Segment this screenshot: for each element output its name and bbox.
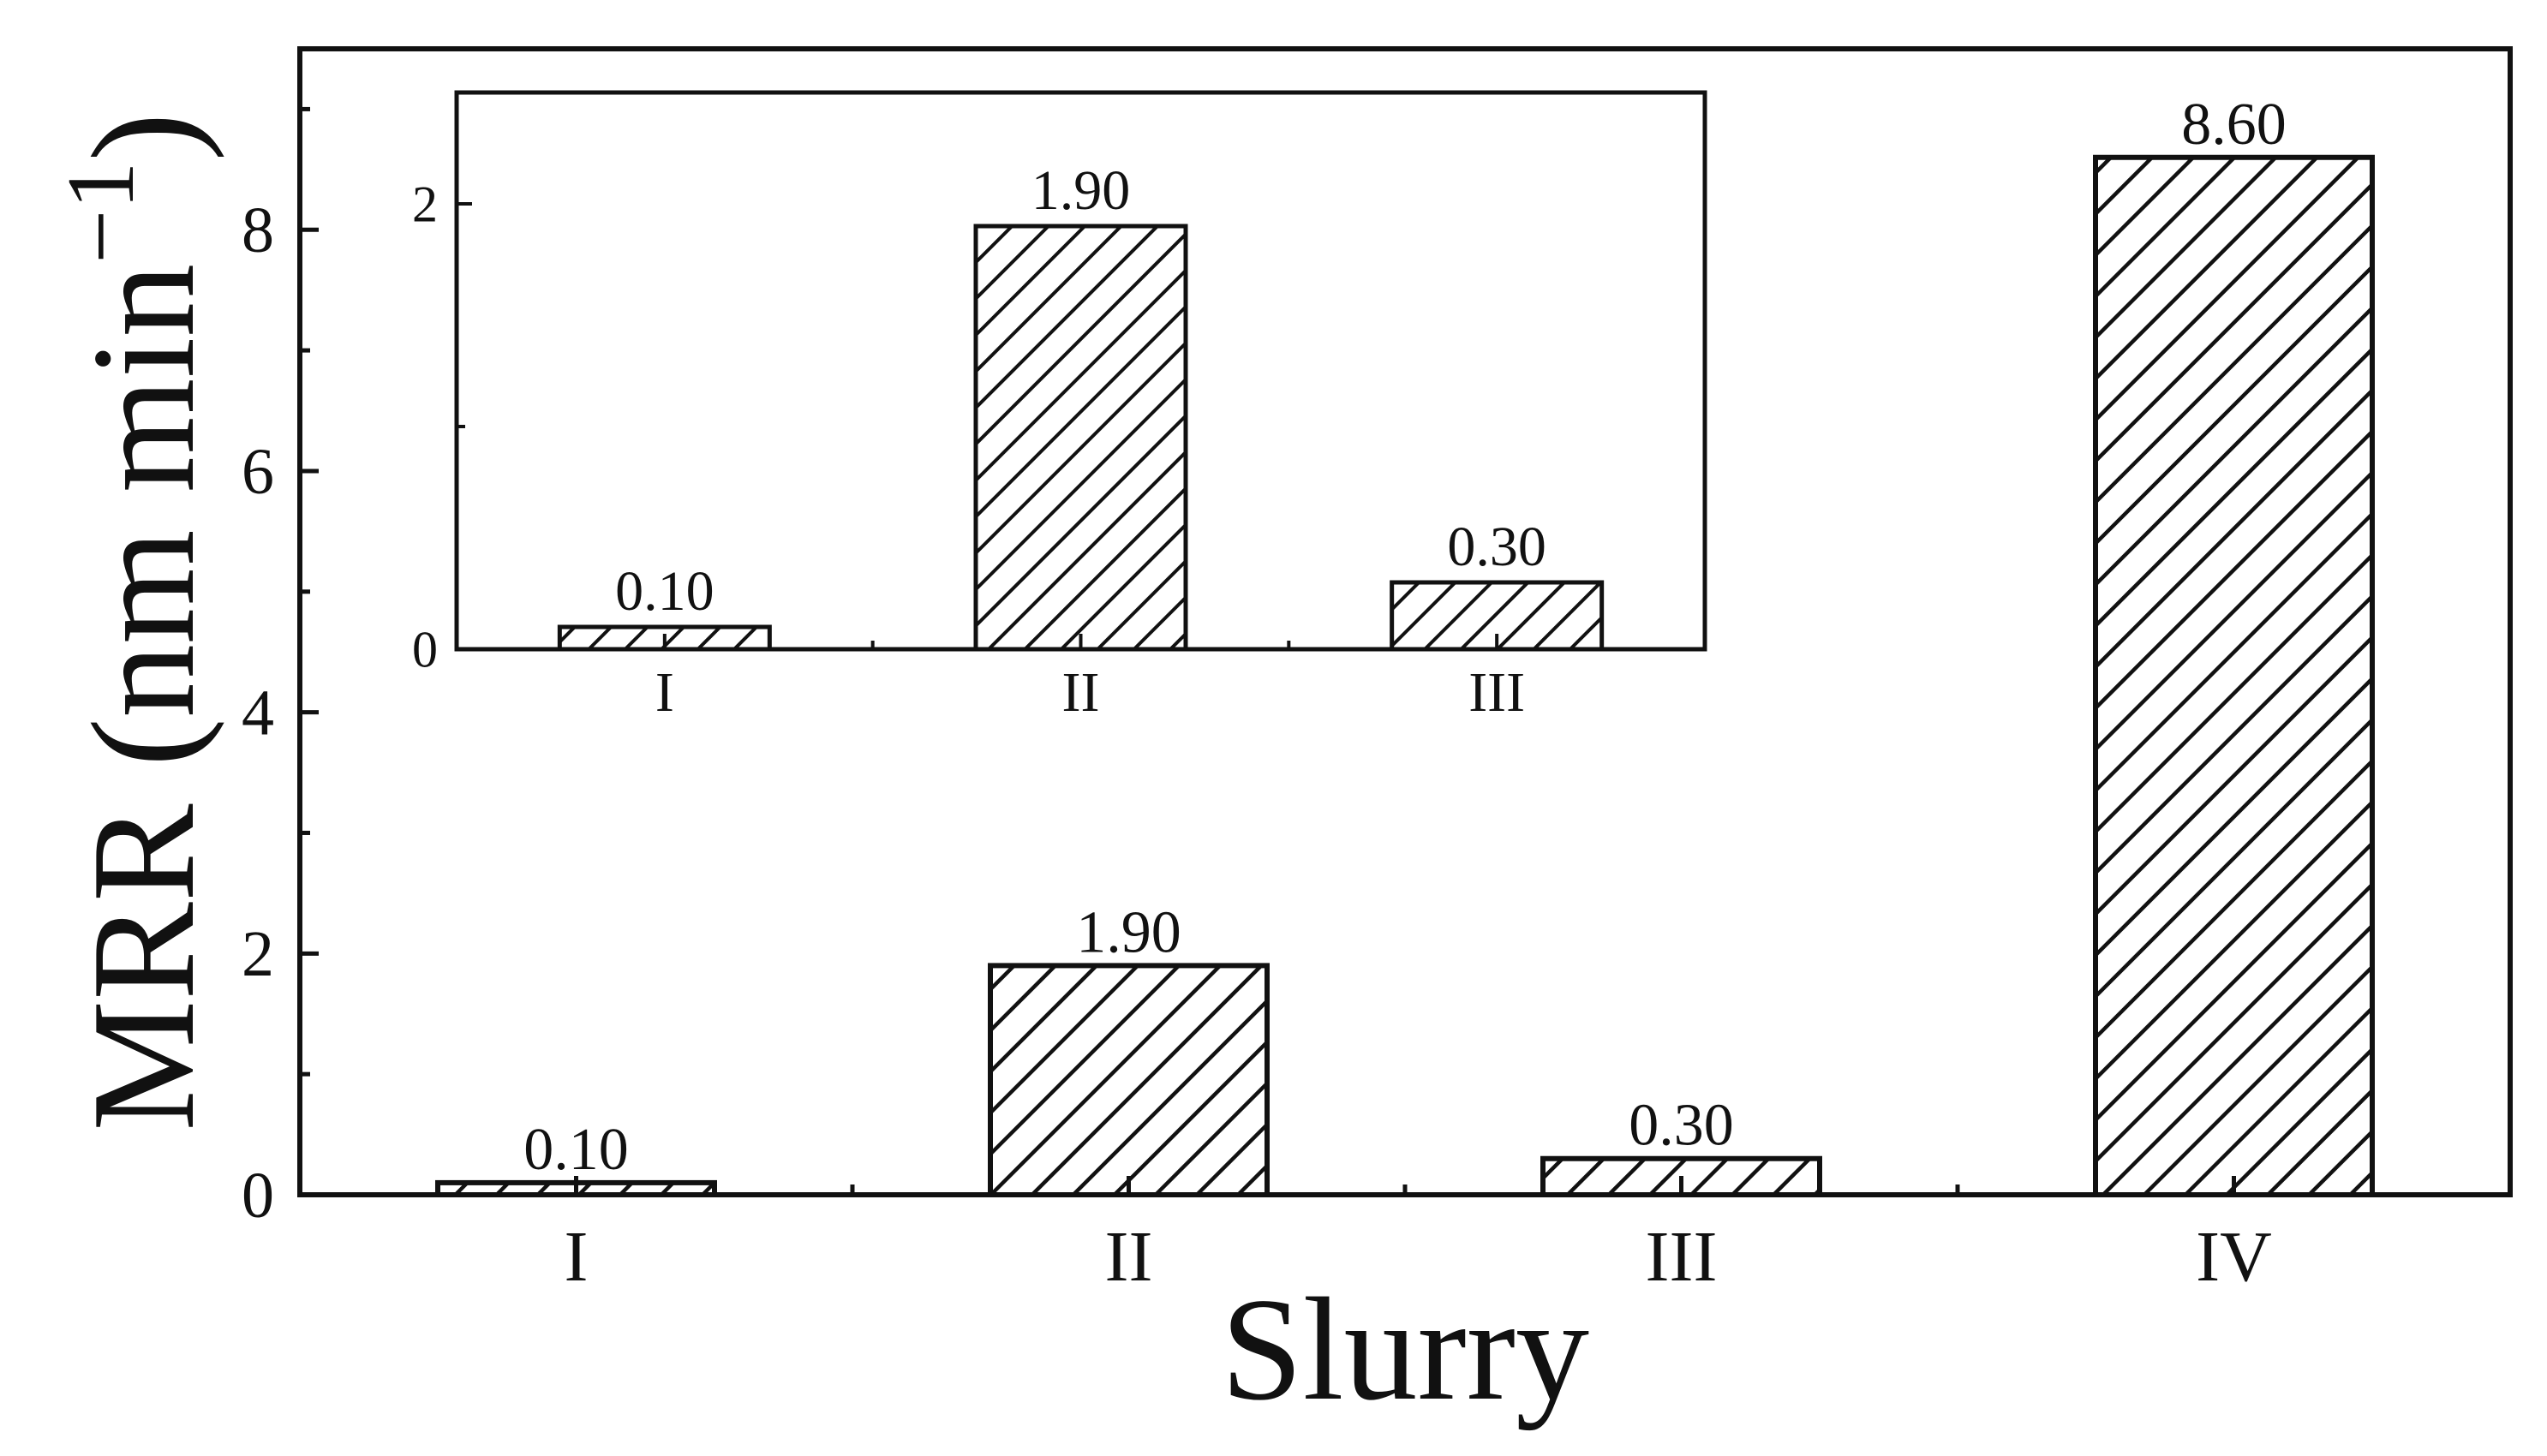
inset-value-labels: 0.10 1.90 0.30 [615, 159, 1546, 623]
main-bar-2 [988, 963, 1270, 1198]
inset-y-tick-label-1: 0 [412, 621, 438, 677]
inset-bars [557, 224, 1605, 652]
inset-bar-2 [973, 224, 1188, 652]
inset-value-label-2: 1.90 [1031, 159, 1131, 222]
y-axis-title-main: MRR (nm min [63, 264, 225, 1131]
y-axis-title-exponent: −1 [48, 162, 154, 264]
main-y-axis: 0 2 4 6 8 [242, 106, 319, 1232]
main-y-tick-label-5: 8 [242, 194, 274, 266]
main-bars [435, 154, 2375, 1198]
main-y-tick-label-3: 4 [242, 677, 274, 749]
inset-y-tick-label-2: 2 [412, 176, 438, 232]
x-axis-title: Slurry [1221, 1268, 1589, 1431]
main-x-axis: I II III IV [565, 1176, 2272, 1297]
main-value-labels: 0.10 1.90 0.30 8.60 [523, 92, 2287, 1183]
main-y-tick-label-1: 0 [242, 1160, 274, 1232]
main-value-label-4: 8.60 [2181, 92, 2287, 158]
main-x-tick-label-2: II [1105, 1217, 1153, 1297]
inset-value-label-1: 0.10 [615, 560, 714, 623]
main-x-tick-label-3: III [1646, 1217, 1718, 1297]
main-x-tick-label-1: I [565, 1217, 589, 1297]
inset-value-label-3: 0.30 [1447, 516, 1546, 578]
inset-x-tick-label-2: II [1062, 661, 1100, 724]
inset-x-tick-label-3: III [1468, 661, 1525, 724]
main-value-label-1: 0.10 [523, 1117, 629, 1183]
main-bar-4 [2093, 154, 2375, 1197]
main-value-label-3: 0.30 [1629, 1093, 1734, 1159]
main-y-tick-label-4: 6 [242, 436, 274, 508]
main-y-tick-label-2: 2 [242, 918, 274, 990]
y-axis-title: MRR (nm min−1) [48, 112, 225, 1131]
inset-chart: 0.101.900.30 02 I II III [412, 90, 1707, 724]
inset-y-axis: 02 [412, 176, 472, 677]
main-value-label-2: 1.90 [1076, 899, 1181, 965]
inset-x-axis: I II III [655, 634, 1525, 724]
inset-x-tick-label-1: I [655, 661, 674, 724]
main-x-tick-label-4: IV [2196, 1217, 2272, 1297]
y-axis-title-close: ) [63, 112, 225, 161]
